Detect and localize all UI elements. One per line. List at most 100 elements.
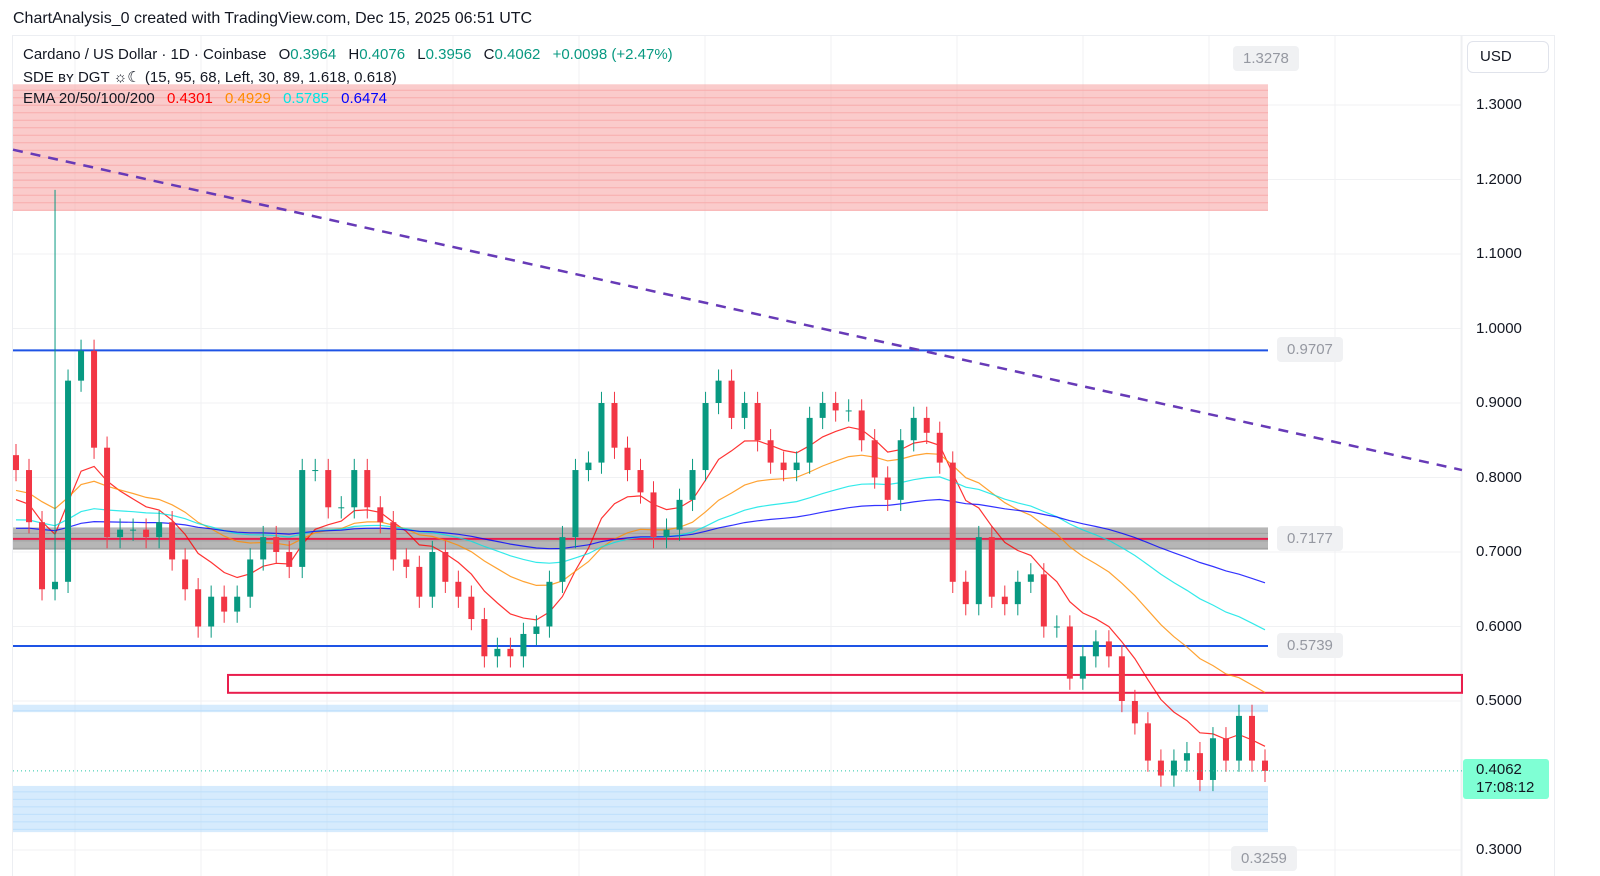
- bar-countdown: 17:08:12: [1476, 779, 1535, 796]
- open-label: O: [278, 46, 291, 63]
- candle-body: [65, 380, 72, 582]
- candle-body: [221, 596, 228, 612]
- candle-body: [195, 589, 202, 627]
- level-price-label: 0.9707: [1277, 337, 1343, 363]
- candle-body: [143, 529, 150, 538]
- candle-body: [1014, 581, 1021, 605]
- candle-body: [962, 581, 969, 605]
- candle-body: [1131, 701, 1138, 724]
- candle-body: [338, 507, 345, 509]
- ema-indicator-legend[interactable]: EMA 20/50/100/200 0.4301 0.4929 0.5785 0…: [23, 90, 387, 107]
- candle-body: [559, 537, 566, 582]
- change-value: +0.0098 (+2.47%): [552, 46, 673, 63]
- ema50-line: [15, 452, 1266, 694]
- level-price-label: 0.3259: [1231, 846, 1297, 871]
- candle-body: [390, 522, 397, 560]
- candle-body: [26, 470, 33, 523]
- candle-body: [156, 522, 163, 538]
- price-tick-label: 1.1000: [1476, 245, 1522, 262]
- zone-rect: [13, 785, 1268, 833]
- low-value: 0.3956: [425, 46, 472, 63]
- price-tick-label: 0.6000: [1476, 617, 1522, 635]
- candle-body: [858, 410, 865, 441]
- candle-body: [1157, 760, 1164, 776]
- price-tick-label: 0.7000: [1476, 543, 1522, 560]
- candle-body: [806, 417, 813, 463]
- range-rectangle: [227, 673, 1463, 694]
- candle-body: [715, 380, 722, 403]
- candle-body: [468, 596, 475, 620]
- candle-body: [533, 626, 540, 634]
- candle-body: [884, 477, 891, 500]
- candle-body: [117, 529, 124, 538]
- candle-body: [1170, 760, 1177, 776]
- candle-body: [325, 470, 332, 508]
- price-tick-label: 1.0000: [1476, 319, 1522, 337]
- candle-body: [949, 462, 956, 582]
- chart-caption: ChartAnalysis_0 created with TradingView…: [13, 10, 533, 27]
- candle-body: [416, 566, 423, 597]
- candle-body: [988, 537, 995, 597]
- candle-body: [676, 499, 683, 530]
- candle-body: [351, 470, 358, 508]
- candle-body: [598, 403, 605, 463]
- candle-body: [702, 403, 709, 471]
- open-value: 0.3964: [290, 46, 337, 63]
- ema100-value: 0.5785: [283, 90, 329, 107]
- ema200-value: 0.6474: [341, 90, 388, 107]
- candle-body: [572, 470, 579, 538]
- candle-body: [39, 522, 46, 590]
- price-tick-label: 0.3000: [1476, 841, 1522, 858]
- price-tick-label: 1.2000: [1476, 170, 1522, 188]
- ema20-value: 0.4301: [166, 90, 213, 107]
- candle-body: [845, 410, 852, 412]
- candle-body: [910, 417, 917, 441]
- level-price-label: 1.3278: [1233, 46, 1299, 71]
- candle-body: [286, 552, 293, 567]
- candle-body: [728, 380, 735, 418]
- candle-body: [819, 403, 826, 418]
- descending-trendline: [12, 148, 1463, 472]
- candle-body: [546, 581, 553, 627]
- candle-body: [1248, 715, 1255, 761]
- candle-body: [182, 559, 189, 590]
- currency-selector[interactable]: USD: [1467, 41, 1549, 73]
- candle-body: [1053, 626, 1060, 628]
- candle-body: [429, 552, 436, 597]
- price-tick-label: 0.9000: [1476, 394, 1522, 411]
- last-price-label: 0.4062 17:08:12: [1463, 759, 1549, 799]
- high-label: H: [348, 46, 360, 63]
- candle-body: [754, 403, 761, 441]
- candle-body: [1144, 723, 1151, 761]
- price-tick-label: 0.8000: [1476, 468, 1522, 486]
- candle-body: [260, 537, 267, 560]
- candle-body: [585, 462, 592, 471]
- ema50-value: 0.4929: [225, 90, 271, 107]
- symbol-legend[interactable]: Cardano / US Dollar · 1D · Coinbase O0.3…: [23, 46, 673, 63]
- candle-body: [455, 581, 462, 597]
- candle-body: [52, 581, 59, 590]
- candle-body: [1209, 738, 1216, 780]
- candle-body: [403, 559, 410, 567]
- candle-body: [663, 529, 670, 538]
- candle-body: [1235, 715, 1242, 761]
- candle-body: [78, 350, 85, 381]
- candle-body: [871, 440, 878, 478]
- candle-body: [611, 403, 618, 448]
- candle-body: [1222, 738, 1229, 761]
- candle-body: [1040, 574, 1047, 627]
- sde-indicator-legend[interactable]: SDE ʙʏ DGT ☼☾ (15, 95, 68, Left, 30, 89,…: [23, 69, 397, 86]
- candle-body: [169, 522, 176, 560]
- candle-body: [364, 470, 371, 508]
- candle-body: [273, 537, 280, 552]
- candle-body: [1027, 574, 1034, 582]
- candle-body: [104, 447, 111, 538]
- candle-body: [767, 440, 774, 463]
- candle-body: [832, 403, 839, 411]
- candle-body: [741, 403, 748, 418]
- candle-body: [689, 470, 696, 500]
- candle-body: [1196, 753, 1203, 780]
- candle-body: [1105, 641, 1112, 657]
- candle-body: [637, 470, 644, 493]
